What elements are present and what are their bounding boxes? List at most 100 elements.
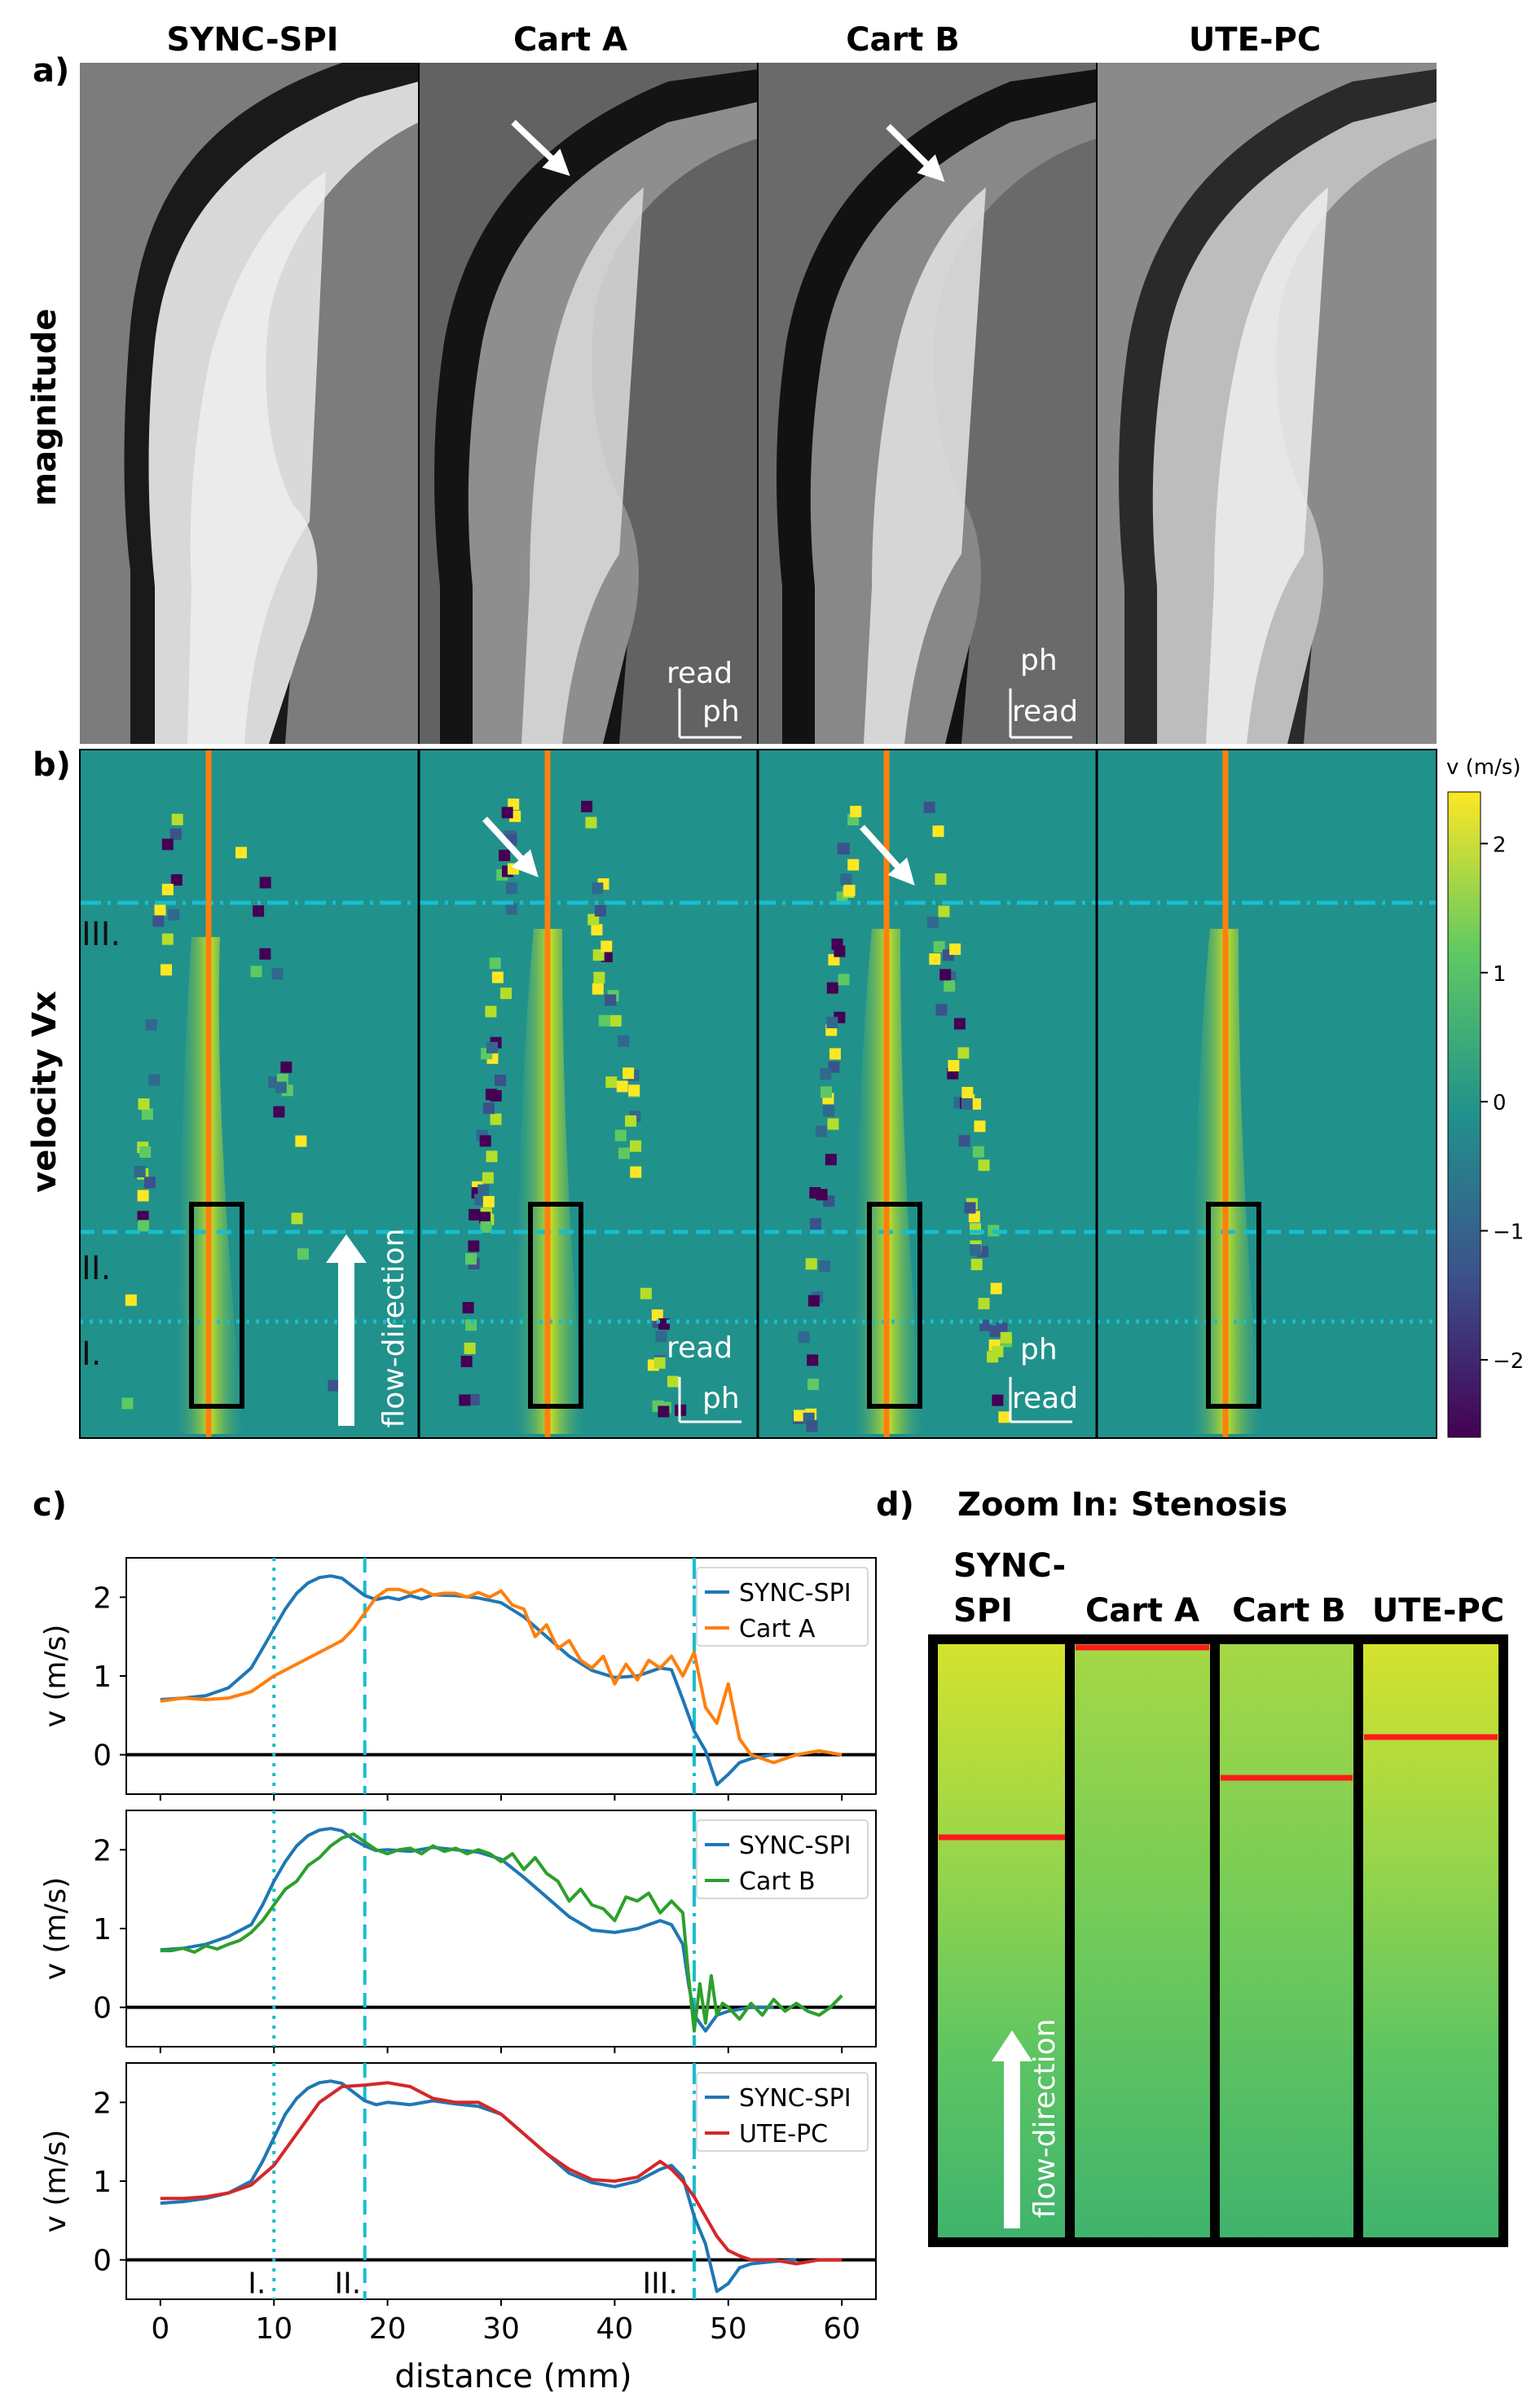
zoom-col-sync-line2: SPI	[953, 1592, 1013, 1630]
voxel	[935, 873, 947, 885]
panel-d-label: d)	[876, 1486, 914, 1524]
x-tick-label: 60	[823, 2312, 860, 2346]
voxel	[490, 1089, 502, 1102]
voxel	[809, 1218, 821, 1230]
voxel	[655, 1331, 667, 1343]
panel-a-col-sync: SYNC-SPI	[166, 21, 338, 59]
y-tick-label: 1	[93, 1660, 112, 1694]
colorbar-tick-label: −2	[1493, 1349, 1524, 1374]
voxel	[485, 1005, 497, 1018]
voxel	[465, 1253, 477, 1265]
legend: SYNC-SPI Cart B	[696, 1819, 869, 1899]
voxel	[827, 1118, 839, 1130]
colorbar-ticks: 2 1 0 −1 −2	[1481, 833, 1524, 1374]
voxel	[826, 982, 838, 994]
legend-label: Cart A	[739, 1615, 816, 1643]
panel-a-row-label: magnitude	[26, 309, 64, 507]
voxel	[137, 1220, 149, 1232]
voxel	[134, 1166, 146, 1178]
axes-indicator-b	[1009, 688, 1072, 739]
legend: SYNC-SPI Cart A	[696, 1567, 869, 1647]
region-label-II: II.	[81, 1250, 111, 1287]
legend-label: SYNC-SPI	[739, 1832, 851, 1860]
voxel	[152, 915, 165, 927]
y-axis-label: v (m/s)	[39, 1877, 73, 1981]
series-ute-pc	[160, 2081, 843, 2266]
voxel	[587, 913, 600, 926]
voxel	[479, 1212, 491, 1224]
y-axis-label: v (m/s)	[39, 1625, 73, 1728]
axis-ph-label-vel: ph	[702, 1382, 740, 1415]
x-axis-label: distance (mm)	[394, 2358, 631, 2395]
voxel	[923, 801, 935, 813]
voxel	[460, 1355, 473, 1367]
voxel	[468, 1393, 480, 1405]
axis-read-label-vel-b: read	[1012, 1382, 1078, 1415]
voxel	[148, 1074, 161, 1086]
velocity-arrow-carta	[482, 816, 539, 878]
voxel	[798, 1331, 810, 1344]
voxel	[581, 800, 593, 812]
voxel	[139, 1146, 152, 1158]
x-tick-label: 20	[369, 2312, 407, 2346]
voxel	[838, 974, 850, 986]
x-tick-label: 0	[151, 2312, 169, 2346]
voxel	[978, 1159, 990, 1172]
voxel	[623, 1067, 635, 1080]
voxel	[948, 1059, 960, 1071]
region-label-III: III.	[81, 916, 121, 953]
x-tick-label: 10	[255, 2312, 293, 2346]
panel-a-label: a)	[33, 52, 69, 90]
voxel	[500, 987, 513, 1000]
legend-label: SYNC-SPI	[739, 2084, 851, 2113]
magnitude-images: read ph ph read	[80, 63, 1437, 744]
axes-indicator-a	[678, 688, 741, 739]
zoom-flow-label: flow-direction	[1028, 2019, 1062, 2219]
region-label: I.	[248, 2267, 266, 2300]
voxel	[491, 971, 504, 983]
voxel	[259, 877, 271, 889]
voxel	[143, 1177, 156, 1189]
voxel	[482, 1172, 494, 1184]
y-tick-label: 0	[93, 2245, 112, 2278]
subplot-1: 0 1 2 v (m/s) SYNC-SPI Cart A	[39, 1557, 877, 1801]
artifact-arrow-carta	[511, 120, 570, 177]
voxel	[145, 1018, 157, 1031]
voxel	[630, 1140, 642, 1152]
series-sync-spi	[160, 1574, 774, 1787]
voxel	[295, 1135, 307, 1147]
voxel	[605, 994, 617, 1006]
voxel	[505, 903, 517, 915]
voxel	[477, 1184, 490, 1196]
voxel	[490, 1113, 502, 1125]
legend-label: SYNC-SPI	[739, 1579, 851, 1608]
voxel	[807, 1295, 820, 1307]
voxel	[462, 1302, 474, 1314]
voxel	[137, 1211, 149, 1223]
zoom-col-sync-line1: SYNC-	[953, 1547, 1066, 1585]
y-tick-label: 2	[93, 1834, 112, 1867]
voxel	[499, 849, 511, 861]
voxel	[850, 805, 862, 817]
region-label: II.	[334, 2267, 361, 2300]
line-plots: 0 1 2 v (m/s) SYNC-SPI Cart A 0 1 2 v (m/s) SYNC-S…	[39, 1557, 877, 2346]
voxel	[280, 1061, 293, 1073]
voxel	[605, 1076, 618, 1089]
voxel	[807, 1379, 819, 1391]
stenosis-box-ute	[1206, 1202, 1261, 1409]
voxel	[807, 1354, 819, 1366]
panel-a-col-ute: UTE-PC	[1189, 21, 1321, 59]
voxel	[818, 1260, 830, 1273]
colorbar-tick-label: 0	[1493, 1091, 1507, 1115]
voxel	[480, 1221, 492, 1233]
y-tick-label: 0	[93, 1992, 112, 2026]
voxel	[653, 1357, 666, 1369]
voxel	[815, 1125, 827, 1137]
y-axis-label: v (m/s)	[39, 2130, 73, 2233]
voxel	[495, 1075, 507, 1087]
voxel	[253, 905, 265, 917]
legend-box	[696, 1567, 869, 1647]
voxel	[809, 1187, 821, 1199]
voxel	[618, 1147, 630, 1159]
voxel	[618, 1035, 630, 1047]
